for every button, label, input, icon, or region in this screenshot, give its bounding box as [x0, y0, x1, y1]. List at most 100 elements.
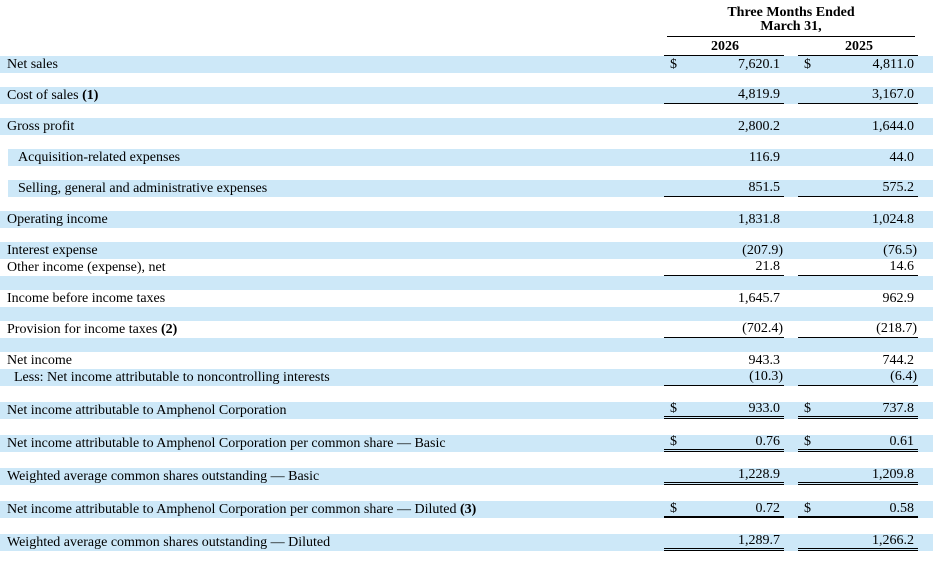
value-cell-2026: $ 933.0 — [664, 401, 784, 419]
row-label-text: Less: Net income attributable to noncont… — [14, 370, 330, 385]
right-margin — [918, 402, 933, 419]
value-cell-2026: $ 7,620.1 — [664, 56, 784, 73]
row-spacer — [0, 276, 933, 290]
column-gap — [784, 435, 798, 452]
value-number: 4,819.9 — [738, 87, 780, 102]
value-number: (76.5) — [883, 242, 917, 258]
row-note-marker: (1) — [78, 88, 99, 103]
value-cell-2026: 851.5 — [664, 180, 784, 197]
row-note-marker: (3) — [456, 502, 477, 517]
right-margin — [918, 501, 933, 518]
value-number: 7,620.1 — [738, 56, 780, 72]
value-cell-2025: 1,644.0 — [798, 118, 918, 135]
row-spacer — [0, 197, 933, 211]
value-cell-2025: 575.2 — [798, 180, 918, 197]
value-cell-2025: $ 0.58 — [798, 501, 918, 518]
value-number: 3,167.0 — [872, 87, 914, 102]
dollar-sign: $ — [670, 56, 677, 72]
row-label: Net income attributable to Amphenol Corp… — [0, 402, 664, 419]
column-gap — [784, 290, 798, 307]
right-margin — [918, 290, 933, 307]
value-cell-2025: $ 737.8 — [798, 401, 918, 419]
table-row: Weighted average common shares outstandi… — [0, 533, 933, 551]
table-row: Net income 943.3 744.2 — [0, 352, 933, 369]
right-margin — [918, 149, 933, 166]
row-spacer — [0, 338, 933, 352]
value-cell-2026: 1,228.9 — [664, 467, 784, 485]
row-label-text: Weighted average common shares outstandi… — [7, 469, 320, 484]
row-label-text: Net sales — [7, 57, 58, 72]
column-gap — [784, 242, 798, 259]
table-row: Gross profit 2,800.2 1,644.0 — [0, 118, 933, 135]
value-cell-2026: 1,289.7 — [664, 533, 784, 551]
table-row: Net income attributable to Amphenol Corp… — [0, 434, 933, 452]
row-spacer — [0, 104, 933, 118]
year-column-2025: 2025 — [798, 39, 918, 56]
row-label: Interest expense — [0, 242, 664, 259]
right-margin — [918, 468, 933, 485]
column-gap — [784, 468, 798, 485]
value-cell-2026: 2,800.2 — [664, 118, 784, 135]
table-body: Net sales $ 7,620.1 $ 4,811.0 Cost of sa… — [0, 56, 933, 551]
dollar-sign: $ — [670, 434, 677, 449]
value-number: 737.8 — [882, 401, 915, 416]
row-label: Net income — [0, 352, 664, 369]
value-cell-2026: $ 0.72 — [664, 501, 784, 518]
row-spacer — [0, 307, 933, 321]
value-cell-2025: 44.0 — [798, 149, 918, 166]
table-row: Provision for income taxes (2) (702.4) (… — [0, 321, 933, 338]
dollar-sign: $ — [804, 401, 811, 416]
value-cell-2026: (10.3) — [664, 369, 784, 386]
right-margin — [918, 534, 933, 551]
period-line2: March 31, — [667, 20, 915, 37]
row-label-text: Interest expense — [7, 243, 98, 258]
row-label-text: Other income (expense), net — [7, 260, 166, 275]
right-margin — [918, 56, 933, 73]
row-spacer — [0, 419, 933, 435]
value-number: 21.8 — [755, 259, 781, 274]
row-spacer — [0, 452, 933, 468]
value-number: 933.0 — [748, 401, 781, 416]
column-gap — [784, 321, 798, 338]
value-number: 1,209.8 — [872, 467, 914, 482]
row-label: Acquisition-related expenses — [0, 149, 664, 166]
table-row: Weighted average common shares outstandi… — [0, 467, 933, 485]
row-note-marker: (2) — [157, 322, 178, 337]
value-number: 0.61 — [889, 434, 915, 449]
right-margin — [918, 352, 933, 369]
value-number: 1,228.9 — [738, 467, 780, 482]
value-cell-2026: (702.4) — [664, 321, 784, 338]
column-gap — [784, 149, 798, 166]
column-gap — [784, 352, 798, 369]
dollar-sign: $ — [804, 56, 811, 72]
column-gap — [784, 501, 798, 518]
value-cell-2025: 1,266.2 — [798, 533, 918, 551]
dollar-sign: $ — [804, 500, 811, 516]
year-column-2026: 2026 — [664, 39, 784, 56]
table-row: Operating income 1,831.8 1,024.8 — [0, 211, 933, 228]
value-number: (702.4) — [742, 321, 783, 336]
row-spacer — [0, 386, 933, 402]
row-label-text: Weighted average common shares outstandi… — [7, 535, 331, 550]
value-cell-2025: 962.9 — [798, 290, 918, 307]
period-header: Three Months Ended March 31, — [664, 6, 918, 37]
table-row: Cost of sales (1) 4,819.9 3,167.0 — [0, 87, 933, 104]
value-cell-2026: 1,831.8 — [664, 211, 784, 228]
row-label: Weighted average common shares outstandi… — [0, 468, 664, 485]
value-number: 44.0 — [889, 149, 915, 165]
row-label-text: Provision for income taxes — [7, 322, 158, 337]
row-spacer — [0, 228, 933, 242]
value-cell-2025: 1,024.8 — [798, 211, 918, 228]
right-margin — [918, 39, 933, 56]
row-spacer — [0, 485, 933, 501]
value-number: 744.2 — [882, 352, 915, 368]
value-cell-2025: 1,209.8 — [798, 467, 918, 485]
row-label: Net sales — [0, 56, 664, 73]
value-number: 575.2 — [882, 180, 915, 195]
right-margin — [918, 321, 933, 338]
value-cell-2026: 4,819.9 — [664, 87, 784, 104]
row-label: Provision for income taxes (2) — [0, 321, 664, 338]
row-label-text: Net income attributable to Amphenol Corp… — [7, 436, 446, 451]
value-cell-2026: $ 0.76 — [664, 434, 784, 452]
table-row: Interest expense (207.9) (76.5) — [0, 242, 933, 259]
